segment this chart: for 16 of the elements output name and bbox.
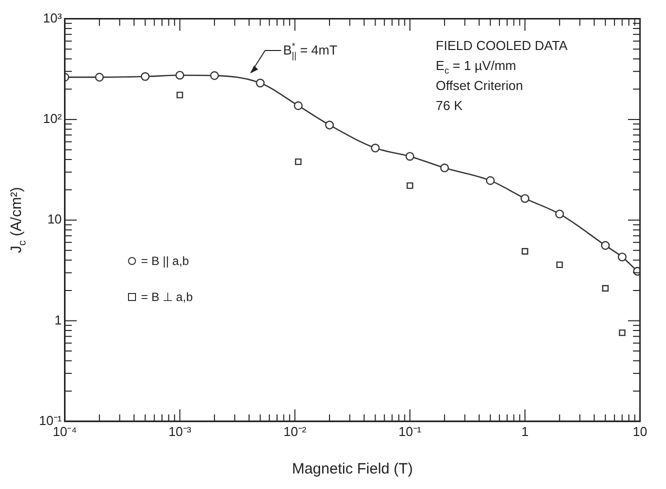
annotation: FIELD COOLED DATA bbox=[436, 38, 568, 53]
x-tick-label: 10 bbox=[632, 424, 648, 439]
y-axis-title: Jc (A/cm²) bbox=[8, 187, 28, 254]
y-tick-label: 1 bbox=[54, 312, 62, 328]
legend-label: = B ⊥ a,b bbox=[141, 290, 193, 304]
x-tick-label: 10⁻¹ bbox=[398, 424, 422, 439]
y-tick-label: 10³ bbox=[42, 10, 62, 26]
x-tick-label: 1 bbox=[521, 424, 529, 439]
annotation: Offset Criterion bbox=[436, 78, 523, 93]
y-tick-label: 10 bbox=[47, 212, 62, 227]
annotation: 76 K bbox=[436, 98, 463, 113]
x-axis-title: Magnetic Field (T) bbox=[292, 460, 413, 478]
legend-label: = B || a,b bbox=[141, 254, 189, 268]
y-tick-label: 10² bbox=[42, 111, 62, 126]
x-tick-label: 10⁻³ bbox=[168, 424, 192, 439]
x-tick-label: 10⁻² bbox=[283, 424, 307, 439]
